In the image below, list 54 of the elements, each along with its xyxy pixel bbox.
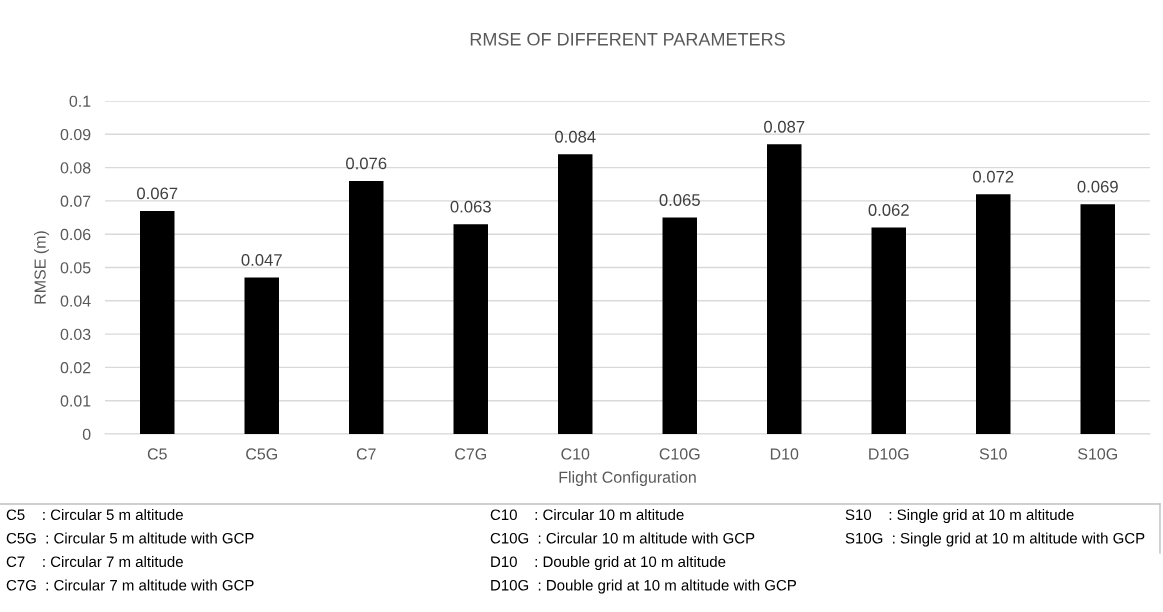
text: C10G : Circular 10 m altitude with GCP — [490, 532, 755, 544]
bar — [871, 227, 906, 434]
x-tick-label: C5G — [246, 448, 277, 460]
y-tick-label: 0.08 — [60, 162, 91, 174]
y-tick-label: 0.1 — [69, 95, 91, 107]
text: C7 : Circular 7 m altitude — [6, 556, 183, 568]
bar — [453, 224, 488, 434]
x-tick-label: C7G — [455, 448, 486, 460]
text: C10 : Circular 10 m altitude — [490, 509, 684, 521]
text: C5G : Circular 5 m altitude with GCP — [6, 532, 254, 544]
y-tick-label: 0.09 — [60, 128, 91, 141]
x-axis-title: Flight Configuration — [559, 471, 696, 486]
x-tick-label: C5 — [147, 448, 167, 460]
text: S10 : Single grid at 10 m altitude — [845, 509, 1074, 523]
y-tick-label: 0.06 — [60, 228, 91, 241]
y-axis-title: RMSE (m) — [34, 231, 49, 304]
text: C7G : Circular 7 m altitude with GCP — [6, 579, 254, 591]
y-tick-label: 0.04 — [60, 295, 91, 307]
text: D10G : Double grid at 10 m altitude with GCP — [491, 579, 797, 594]
bar — [140, 210, 175, 434]
data-label: 0.065 — [659, 194, 700, 206]
bar — [767, 144, 802, 434]
data-label: 0.062 — [868, 204, 909, 216]
data-label: 0.063 — [450, 200, 491, 213]
data-label: 0.047 — [241, 254, 282, 266]
data-label: 0.067 — [137, 187, 178, 200]
data-label: 0.072 — [973, 170, 1014, 183]
bar — [244, 277, 279, 434]
bar — [662, 217, 697, 434]
chart-title: RMSE OF DIFFERENT PARAMETERS — [470, 32, 785, 46]
y-tick-label: 0.05 — [60, 262, 91, 274]
x-tick-label: C7 — [356, 448, 376, 460]
data-label: 0.087 — [764, 120, 805, 133]
x-tick-label: D10G — [869, 448, 909, 460]
bar — [349, 180, 384, 434]
bar — [1080, 204, 1115, 434]
bar — [558, 154, 593, 434]
data-label: 0.069 — [1077, 180, 1118, 193]
data-label: 0.084 — [555, 130, 596, 143]
y-tick-label: 0.07 — [60, 195, 91, 207]
data-label: 0.076 — [346, 157, 387, 170]
y-tick-label: 0.01 — [60, 395, 91, 407]
x-tick-label: C10G — [659, 448, 700, 460]
x-tick-label: D10 — [770, 448, 799, 460]
y-tick-label: 0.02 — [60, 362, 91, 374]
text: S10G : Single grid at 10 m altitude with GCP — [845, 532, 1145, 547]
bar — [976, 194, 1011, 434]
text: C5 : Circular 5 m altitude — [6, 509, 183, 521]
x-tick-label: S10G — [1078, 448, 1117, 460]
y-tick-label: 0.03 — [60, 328, 91, 341]
x-tick-label: C10 — [561, 448, 590, 460]
y-tick-label: 0 — [82, 428, 91, 440]
text: D10 : Double grid at 10 m altitude — [491, 556, 726, 570]
x-tick-label: S10 — [979, 448, 1007, 460]
